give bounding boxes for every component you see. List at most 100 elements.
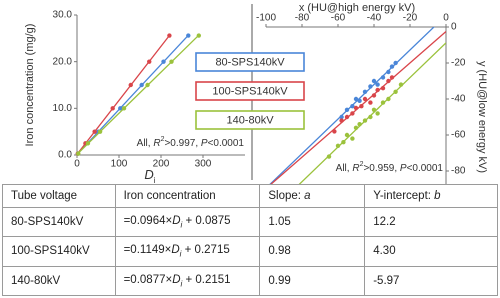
cell-text: 80-SPS140kV [11, 216, 84, 229]
data-point [341, 140, 346, 145]
x-tick-label: 300 [195, 159, 212, 170]
cell-text: D [172, 215, 181, 228]
data-point [393, 60, 398, 66]
y-axis-title: Iron concentration (mg/g) [24, 24, 36, 147]
data-point [344, 107, 350, 113]
legend-label: 140-80kV [226, 114, 274, 126]
data-point [353, 96, 359, 102]
text-part: 2 [360, 161, 364, 168]
data-point [118, 106, 123, 111]
data-point [368, 114, 373, 120]
data-point [344, 114, 350, 120]
data-point [147, 59, 152, 64]
data-point [371, 107, 377, 113]
data-point [350, 111, 355, 116]
data-point [371, 78, 377, 84]
data-point [362, 118, 368, 123]
y-tick-label: -40 [451, 94, 466, 105]
trend-line [77, 35, 170, 154]
cell-text: =0.0877× [123, 273, 173, 286]
cell-text: 4.30 [373, 245, 396, 258]
data-point [386, 96, 391, 102]
data-point [353, 125, 359, 130]
data-point [85, 141, 91, 146]
header-cell: Iron concentration [114, 184, 261, 208]
cell-text: 140-80kV [11, 274, 61, 287]
x-tick-label: -80 [295, 13, 310, 24]
table-row: 100-SPS140kV =0.1149×Di + 0.2715 0.98 4.30 [2, 236, 498, 267]
header-cell: Tube voltage [2, 184, 116, 208]
data-point [350, 136, 355, 141]
data-point [389, 64, 395, 69]
x-tick-label: -100 [256, 13, 276, 24]
y-tick-label: -20 [451, 58, 466, 69]
cell-text: + 0.2715 [181, 244, 230, 257]
x-tick-label: 0 [443, 13, 449, 24]
data-point [128, 82, 133, 88]
table-cell: 100-SPS140kV [2, 236, 116, 267]
data-point [398, 82, 404, 87]
x-tick-label: -60 [331, 13, 346, 24]
y-tick-label: 30.0 [53, 10, 73, 21]
text-part: D [144, 167, 153, 182]
legend: 80-SPS140kV 100-SPS140kV 140-80kV [195, 52, 305, 130]
text-part: R [352, 163, 359, 174]
data-point [368, 84, 373, 89]
data-point [339, 114, 344, 120]
data-point [339, 118, 344, 123]
trend-line [77, 34, 200, 154]
summary-table: Tube voltage Iron concentration Slope: a Y-… [2, 184, 498, 297]
text-part: P [400, 163, 407, 174]
data-point [161, 59, 166, 64]
data-point [145, 82, 150, 88]
cell-text: Tube voltage [11, 190, 78, 202]
text-part: >0.959, [363, 163, 399, 174]
data-point [139, 82, 144, 88]
data-point [375, 111, 380, 116]
table-cell: -5.97 [364, 265, 498, 297]
header-row: Tube voltage Iron concentration Slope: a Y-… [2, 184, 498, 208]
cell-text: 100-SPS140kV [11, 245, 90, 258]
data-point [386, 78, 391, 84]
table-cell: =0.0964×Di + 0.0875 [114, 206, 261, 238]
x-tick-label: 0 [74, 159, 80, 170]
cell-text: b [434, 190, 441, 202]
cell-text: -5.97 [373, 274, 400, 287]
cell-text: D [172, 273, 181, 286]
data-point [169, 59, 174, 64]
y-tick-label: 10.0 [53, 103, 73, 114]
data-point [380, 100, 386, 105]
table-cell: 0.99 [259, 265, 366, 297]
cell-text: 0.98 [268, 245, 291, 258]
data-point [375, 87, 380, 93]
x-axis-title: Di [144, 167, 155, 184]
data-point [380, 86, 386, 91]
legend-label: 100-SPS140kV [212, 85, 288, 97]
y-tick-label: 0 [451, 22, 457, 33]
annotation: All, R2>0.959, P<0.0001 [336, 161, 444, 173]
x-tick-label: 100 [111, 159, 128, 170]
cell-text: 0.99 [268, 274, 291, 287]
legend-box [195, 110, 305, 130]
legend-box [195, 52, 305, 72]
cell-text: + 0.2151 [182, 273, 231, 286]
table-cell: 0.98 [259, 236, 366, 267]
data-point [357, 122, 362, 127]
cell-text: Y-intercept: [373, 190, 435, 202]
data-point [380, 75, 386, 80]
data-point [335, 143, 341, 148]
scatter-chart: 0 100 200 300 0.0 10.0 20.0 30.0 Di Iron concentr… [24, 10, 245, 184]
text-part: <0.0001 [208, 138, 245, 149]
cell-text: 1.05 [268, 216, 291, 229]
y-tick-label: -60 [451, 130, 466, 141]
cell-text: i [180, 278, 183, 288]
table-cell: =0.0877×Di + 0.2151 [114, 265, 261, 297]
text-part: <0.0001 [407, 163, 444, 174]
table-cell: 12.2 [364, 206, 498, 238]
y-tick-label: 20.0 [53, 56, 73, 67]
cell-text: a [304, 190, 311, 202]
data-point [362, 89, 368, 95]
data-point [326, 154, 332, 159]
x-axis-title: x (HU@high energy kV) [299, 2, 415, 14]
